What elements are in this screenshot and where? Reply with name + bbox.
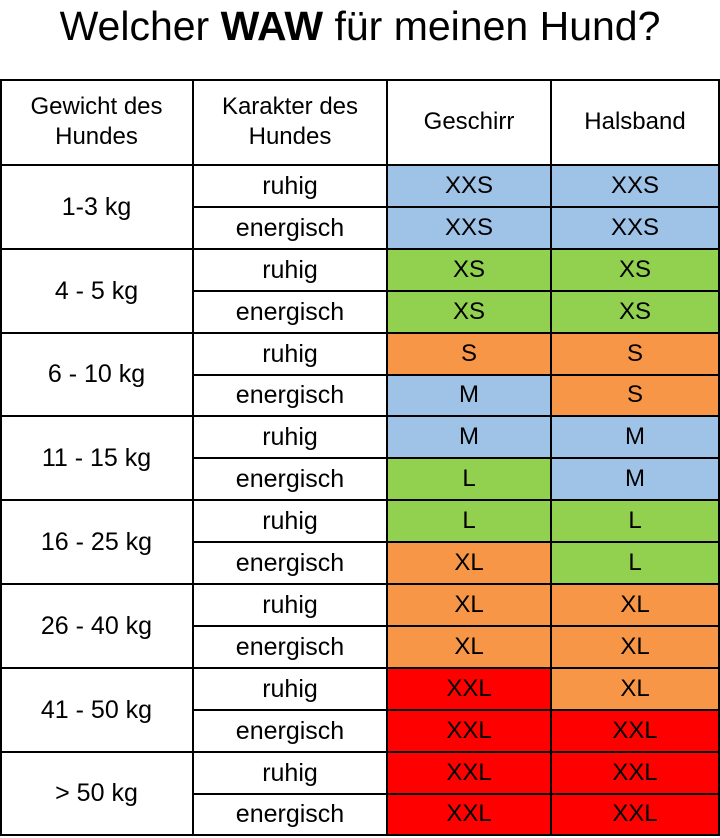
harness-size-cell: XL: [387, 584, 551, 626]
character-cell: energisch: [235, 549, 345, 578]
weight-cell: 11 - 15 kg: [41, 444, 152, 473]
harness-size-cell: XL: [387, 542, 551, 584]
weight-cell: 6 - 10 kg: [47, 360, 146, 389]
character-cell: ruhig: [262, 507, 318, 536]
table-rule: [0, 415, 720, 418]
collar-size-cell: S: [551, 332, 719, 375]
table-rule: [0, 666, 720, 669]
collar-size-cell: XS: [551, 248, 719, 291]
table-rule: [0, 499, 720, 502]
size-table: Gewicht des Hundes Karakter des Hundes Ges…: [0, 79, 720, 837]
collar-size-cell: XXL: [551, 793, 719, 836]
character-cell: ruhig: [262, 674, 318, 703]
collar-size-cell: L: [551, 542, 719, 584]
table-rule: [193, 457, 720, 460]
character-cell: ruhig: [262, 590, 318, 619]
character-cell: energisch: [235, 213, 345, 242]
collar-size-cell: XL: [551, 667, 719, 710]
weight-cell: 16 - 25 kg: [40, 528, 153, 557]
collar-size-cell: S: [551, 374, 719, 417]
table-rule: [193, 708, 720, 711]
table-rule: [0, 331, 720, 334]
table-rule: [193, 205, 720, 208]
table-rule: [0, 79, 2, 837]
weight-cell: 1-3 kg: [61, 192, 132, 221]
character-cell: ruhig: [262, 423, 318, 452]
weight-cell: 41 - 50 kg: [40, 695, 153, 724]
table-rule: [386, 79, 388, 837]
harness-size-cell: XXS: [387, 206, 551, 249]
collar-size-cell: XXS: [551, 165, 719, 207]
page-title: Welcher WAW für meinen Hund?: [0, 0, 720, 74]
weight-cell: 4 - 5 kg: [54, 276, 139, 305]
character-cell: energisch: [235, 716, 345, 745]
collar-size-cell: XL: [551, 625, 719, 668]
title-bold: WAW: [220, 3, 324, 49]
character-cell: energisch: [235, 632, 345, 661]
header-character: Karakter des Hundes: [221, 93, 359, 150]
table-rule: [550, 79, 552, 837]
table-rule: [192, 79, 194, 837]
collar-size-cell: XXL: [551, 709, 719, 752]
table-rule: [193, 289, 720, 292]
header-weight: Gewicht des Hundes: [30, 93, 163, 150]
character-cell: energisch: [235, 800, 345, 829]
table-rule: [0, 750, 720, 753]
harness-size-cell: XXL: [387, 751, 551, 794]
character-cell: energisch: [235, 465, 345, 494]
title-prefix: Welcher: [59, 3, 221, 49]
collar-size-cell: XXS: [551, 206, 719, 249]
table-rule: [0, 247, 720, 250]
header-harness: Geschirr: [423, 108, 515, 135]
harness-size-cell: XS: [387, 290, 551, 333]
collar-size-cell: XL: [551, 584, 719, 626]
table-rule: [193, 373, 720, 376]
table-rule: [193, 624, 720, 627]
harness-size-cell: XXS: [387, 165, 551, 207]
collar-size-cell: M: [551, 416, 719, 459]
harness-size-cell: M: [387, 374, 551, 417]
collar-size-cell: XS: [551, 290, 719, 333]
character-cell: energisch: [235, 381, 345, 410]
collar-size-cell: XXL: [551, 751, 719, 794]
weight-cell: 26 - 40 kg: [40, 611, 153, 640]
table-rule: [0, 79, 720, 81]
harness-size-cell: XXL: [387, 667, 551, 710]
collar-size-cell: L: [551, 500, 719, 543]
harness-size-cell: S: [387, 332, 551, 375]
collar-size-cell: M: [551, 458, 719, 501]
harness-size-cell: XXL: [387, 793, 551, 836]
character-cell: ruhig: [262, 339, 318, 368]
harness-size-cell: XXL: [387, 709, 551, 752]
table-rule: [193, 792, 720, 795]
harness-size-cell: XL: [387, 625, 551, 668]
weight-cell: > 50 kg: [55, 779, 138, 808]
table-rule: [0, 164, 720, 166]
harness-size-cell: M: [387, 416, 551, 459]
table-rule: [193, 541, 720, 544]
character-cell: ruhig: [262, 758, 318, 787]
header-collar: Halsband: [584, 108, 686, 135]
table-rule: [0, 583, 720, 585]
character-cell: energisch: [235, 297, 345, 326]
character-cell: ruhig: [262, 171, 318, 200]
table-rule: [0, 834, 720, 837]
harness-size-cell: L: [387, 458, 551, 501]
harness-size-cell: XS: [387, 248, 551, 291]
table-rule: [718, 79, 720, 837]
title-suffix: für meinen Hund?: [323, 3, 661, 49]
harness-size-cell: L: [387, 500, 551, 543]
character-cell: ruhig: [262, 255, 318, 284]
